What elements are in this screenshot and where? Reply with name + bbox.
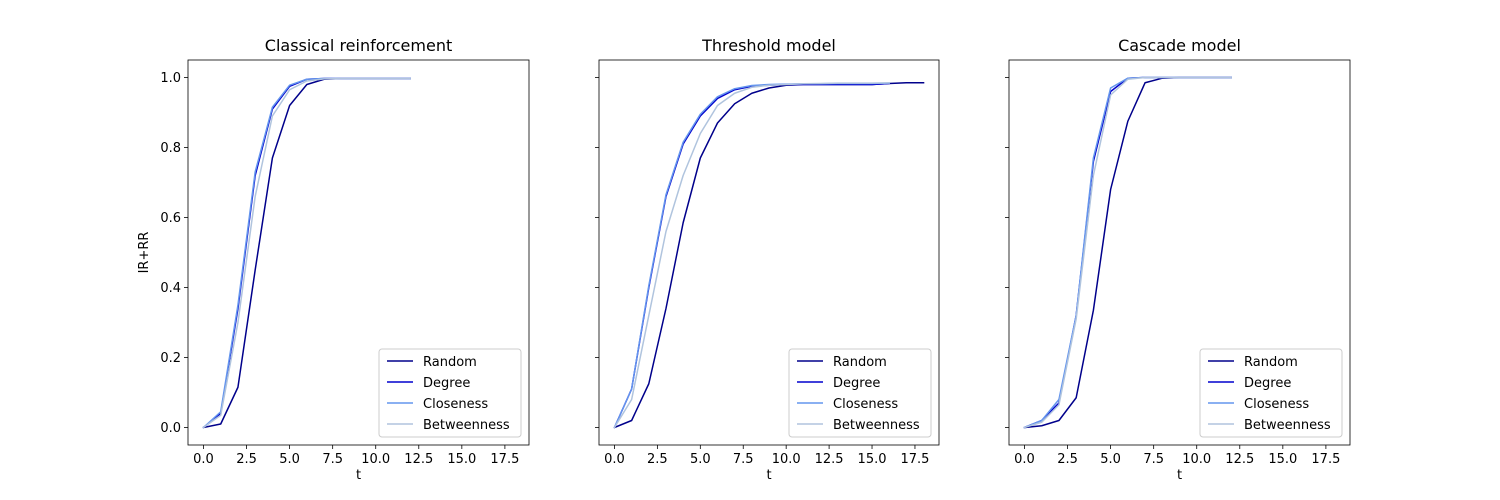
x-tick-label: 15.0 [858,452,887,467]
x-tick-label: 10.0 [1182,452,1211,467]
x-tick-label: 7.5 [1143,452,1164,467]
y-tick-label: 1.0 [160,71,181,86]
y-tick-label: 0.2 [160,351,181,366]
x-tick-label: 17.5 [900,452,929,467]
x-tick-label: 12.5 [815,452,844,467]
x-tick-label: 5.0 [1100,452,1121,467]
y-tick-label: 0.0 [160,421,181,436]
legend-label-random: Random [1244,355,1298,370]
legend-label-degree: Degree [1244,376,1291,391]
x-tick-label: 2.5 [1057,452,1078,467]
x-axis-label: t [1177,468,1182,483]
x-tick-label: 7.5 [322,452,343,467]
legend-box [788,348,932,438]
plot-frame [187,59,530,446]
x-tick-label: 17.5 [1311,452,1340,467]
y-axis-label: IR+RR [137,232,152,274]
legend-label-betweenness: Betweenness [833,418,920,433]
y-tick-label: 0.4 [160,281,181,296]
chart-title: Cascade model [1118,36,1241,55]
legend-label-random: Random [423,355,477,370]
plot-frame [1008,59,1351,446]
x-tick-label: 7.5 [733,452,754,467]
y-tick-label: 0.6 [160,211,181,226]
chart-title: Classical reinforcement [265,36,452,55]
legend: Random Degree Closeness Betweenness [1199,348,1343,438]
x-tick-label: 2.5 [647,452,668,467]
series-line-betweenness [202,77,411,429]
legend-label-closeness: Closeness [1244,397,1309,412]
x-tick-label: 12.5 [404,452,433,467]
legend: Random Degree Closeness Betweenness [788,348,932,438]
legend-label-random: Random [833,355,887,370]
x-tick-label: 15.0 [447,452,476,467]
x-tick-label: 17.5 [490,452,519,467]
x-tick-label: 2.5 [236,452,257,467]
series-line-betweenness [1023,76,1232,429]
x-tick-label: 12.5 [1225,452,1254,467]
x-tick-label: 5.0 [690,452,711,467]
x-tick-label: 15.0 [1268,452,1297,467]
chart-title: Threshold model [701,36,836,55]
chart-panel-1: Threshold model 0.0 2.5 5.0 7.5 10.0 12.5 15.0 1… [595,36,940,483]
x-axis-label: t [356,468,361,483]
legend-label-betweenness: Betweenness [1244,418,1331,433]
legend-box [1199,348,1343,438]
y-tick-label: 0.8 [160,141,181,156]
legend-box [378,348,522,438]
legend: Random Degree Closeness Betweenness [378,348,522,438]
x-tick-label: 0.0 [604,452,625,467]
legend-label-degree: Degree [833,376,880,391]
legend-label-closeness: Closeness [833,397,898,412]
series-line-betweenness [613,81,890,429]
legend-label-degree: Degree [423,376,470,391]
chart-panel-0: Classical reinforcement 0.0 2.5 5.0 7.5 10.0 1… [137,36,530,483]
x-tick-label: 10.0 [361,452,390,467]
x-tick-label: 5.0 [279,452,300,467]
x-tick-label: 10.0 [772,452,801,467]
legend-label-betweenness: Betweenness [423,418,510,433]
x-tick-label: 0.0 [193,452,214,467]
legend-label-closeness: Closeness [423,397,488,412]
x-tick-label: 0.0 [1014,452,1035,467]
x-axis-label: t [766,468,771,483]
plot-frame [598,59,940,446]
chart-panel-2: Cascade model 0.0 2.5 5.0 7.5 10.0 12.5 15.0 17.… [1005,36,1351,483]
